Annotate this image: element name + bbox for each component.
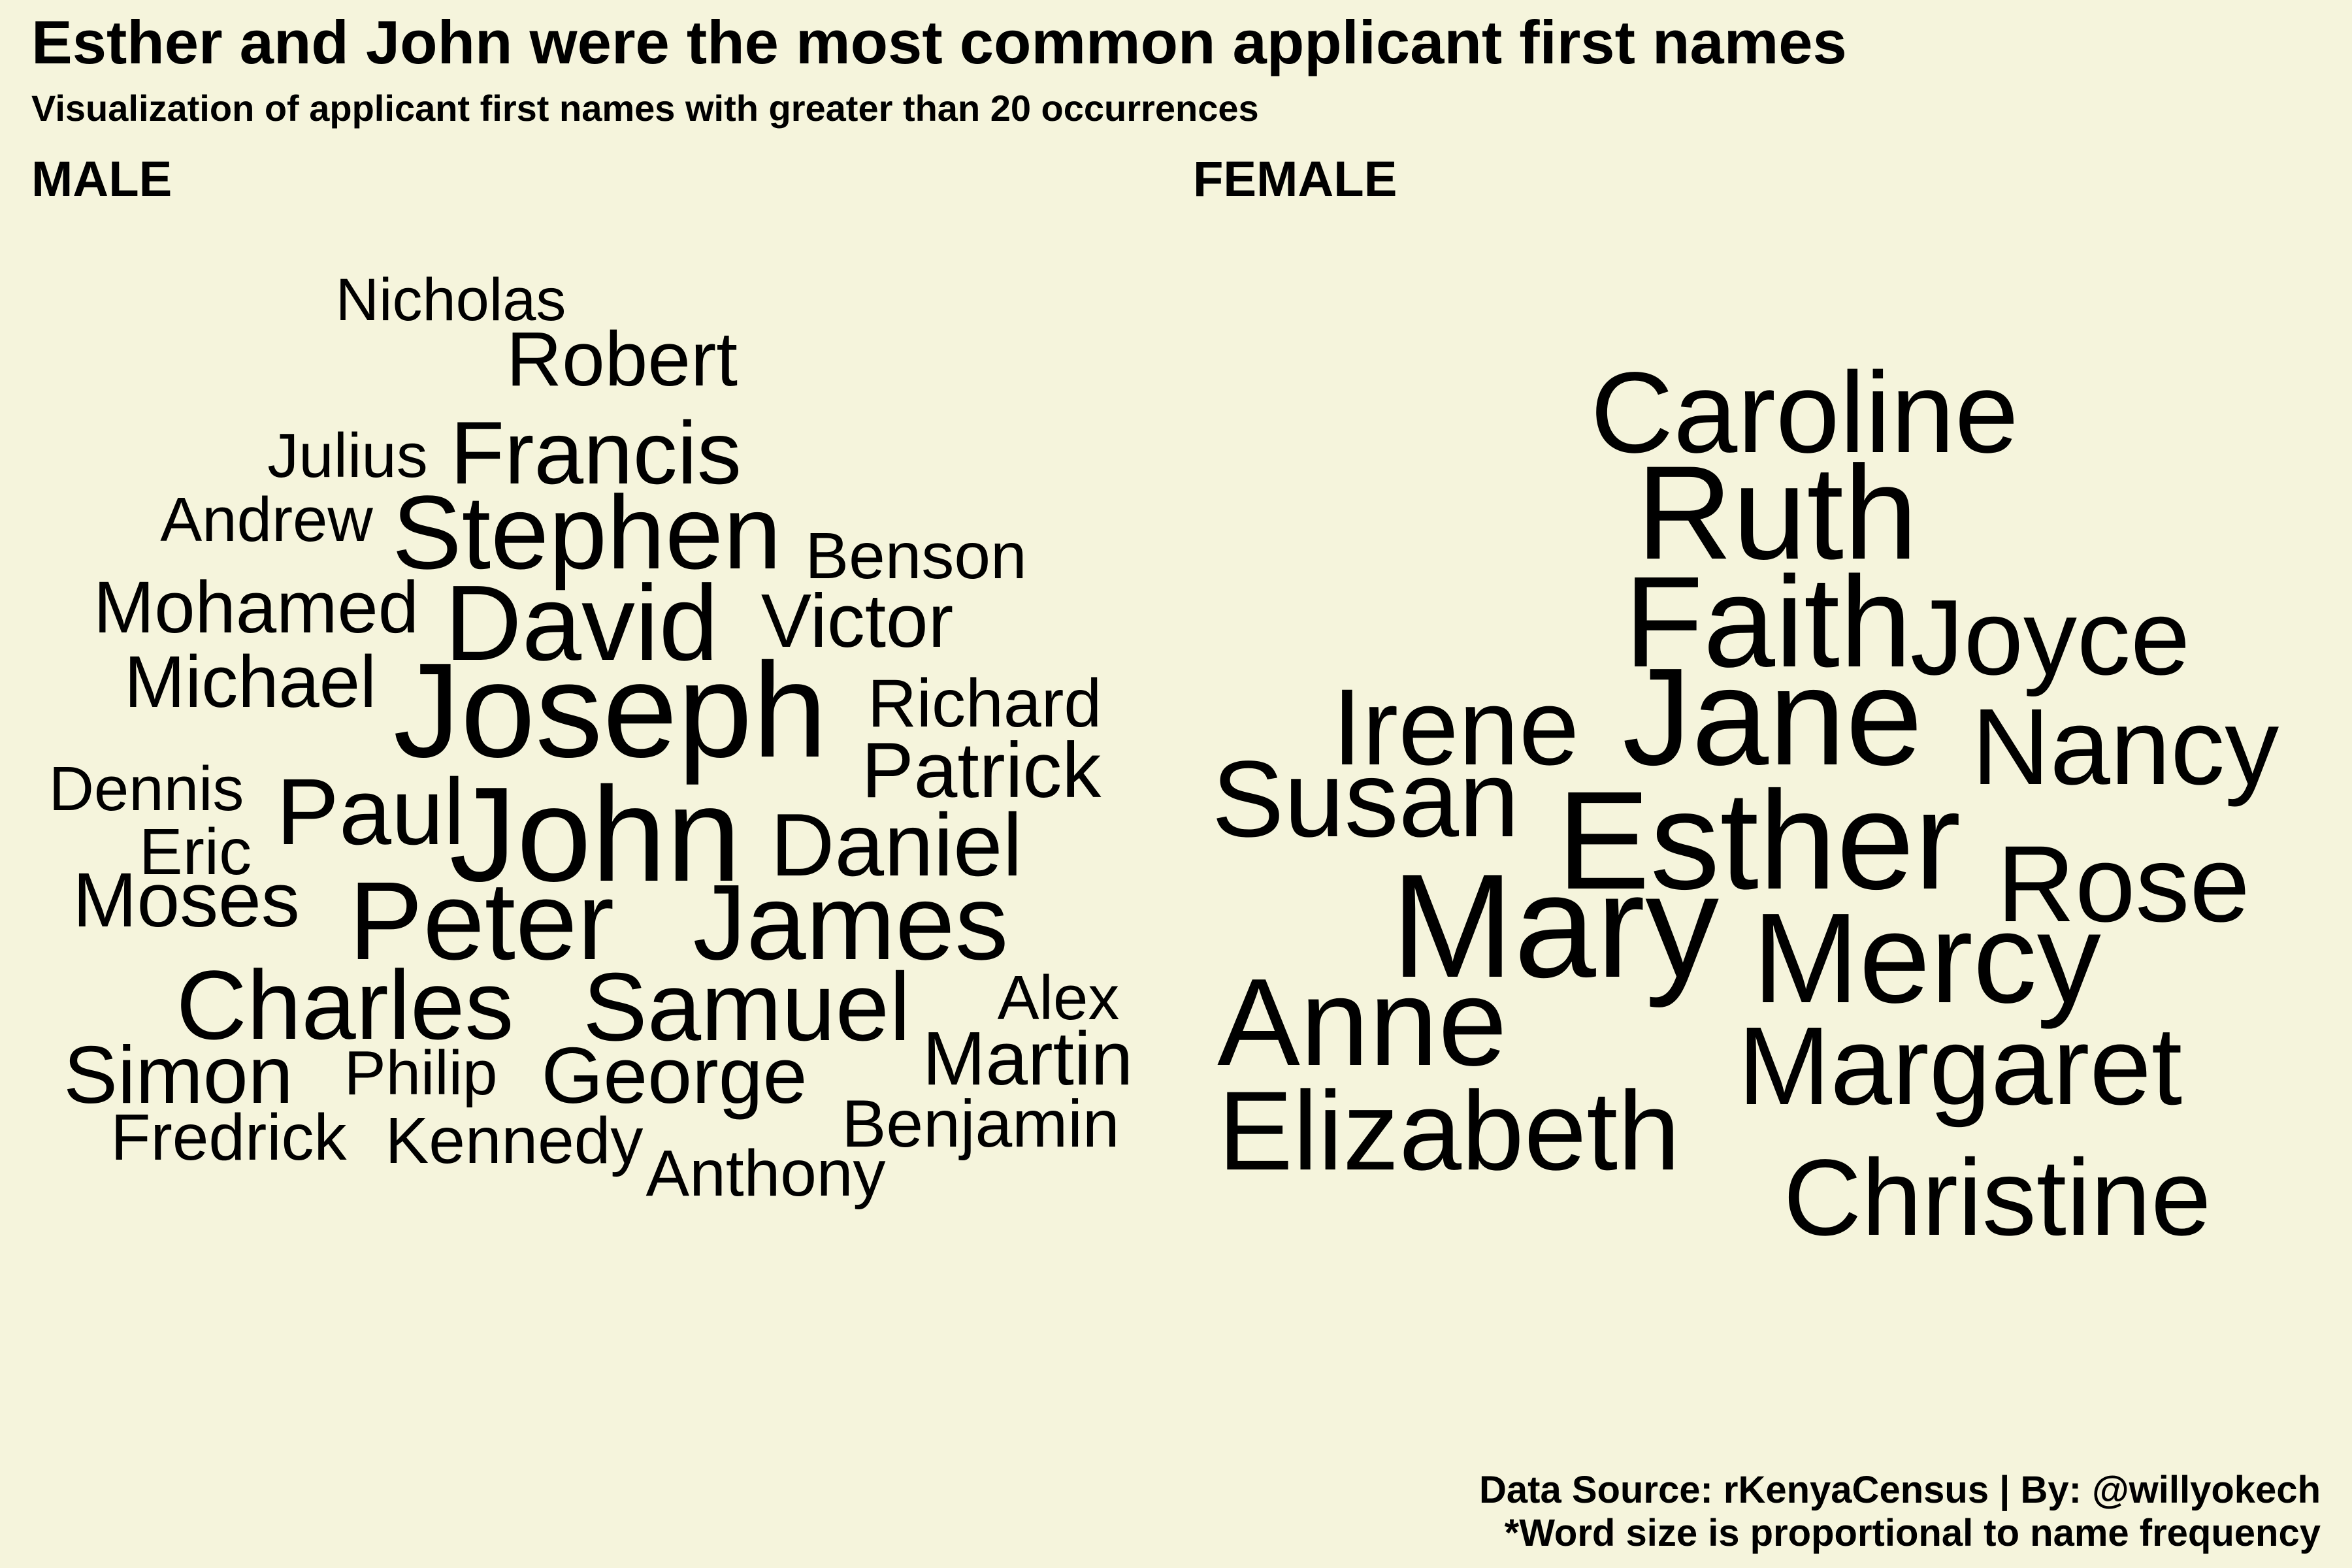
- word-anne: Anne: [1217, 953, 1507, 1092]
- word-alex: Alex: [998, 963, 1120, 1033]
- word-peter: Peter: [349, 859, 614, 983]
- word-paul: Paul: [276, 759, 465, 864]
- word-irene: Irene: [1332, 667, 1579, 788]
- word-dennis: Dennis: [49, 754, 244, 824]
- word-joseph: Joseph: [393, 635, 827, 785]
- word-robert: Robert: [506, 316, 738, 402]
- word-caroline: Caroline: [1590, 349, 2018, 477]
- word-eric: Eric: [139, 815, 252, 889]
- word-david: David: [444, 563, 718, 683]
- caption-note: *Word size is proportional to name frequ…: [1504, 1512, 2321, 1554]
- word-nancy: Nancy: [1972, 687, 2279, 808]
- word-fredrick: Fredrick: [110, 1101, 347, 1174]
- word-stephen: Stephen: [392, 474, 781, 591]
- word-george: George: [542, 1031, 808, 1120]
- word-daniel: Daniel: [770, 795, 1022, 894]
- word-james: James: [693, 862, 1008, 982]
- word-charles: Charles: [176, 950, 514, 1060]
- word-ruth: Ruth: [1637, 438, 1918, 587]
- word-nicholas: Nicholas: [336, 267, 566, 333]
- word-elizabeth: Elizabeth: [1218, 1068, 1680, 1194]
- word-samuel: Samuel: [583, 953, 911, 1061]
- word-margaret: Margaret: [1738, 1004, 2182, 1128]
- word-mohamed: Mohamed: [93, 566, 419, 648]
- chart-subtitle: Visualization of applicant first names w…: [31, 88, 1259, 129]
- word-richard: Richard: [868, 666, 1102, 742]
- word-victor: Victor: [761, 578, 953, 663]
- word-benson: Benson: [805, 519, 1026, 593]
- word-susan: Susan: [1212, 739, 1520, 860]
- word-joyce: Joyce: [1910, 578, 2190, 697]
- word-kennedy: Kennedy: [385, 1104, 644, 1177]
- panel-label-female: FEMALE: [1193, 152, 1397, 207]
- caption-source: Data Source: rKenyaCensus | By: @willyok…: [1479, 1469, 2321, 1511]
- word-simon: Simon: [63, 1030, 293, 1120]
- word-andrew: Andrew: [160, 485, 373, 555]
- word-philip: Philip: [344, 1038, 498, 1108]
- word-faith: Faith: [1624, 549, 1912, 694]
- word-anthony: Anthony: [646, 1137, 886, 1210]
- word-martin: Martin: [923, 1016, 1133, 1101]
- word-julius: Julius: [267, 421, 427, 491]
- word-moses: Moses: [73, 857, 300, 943]
- word-jane: Jane: [1622, 639, 1923, 794]
- word-patrick: Patrick: [862, 727, 1102, 814]
- word-benjamin: Benjamin: [841, 1086, 1119, 1161]
- word-esther: Esther: [1557, 762, 1961, 919]
- word-mercy: Mercy: [1752, 887, 2101, 1030]
- word-john: John: [449, 759, 742, 909]
- word-rose: Rose: [1997, 824, 2250, 945]
- panel-label-male: MALE: [31, 152, 172, 207]
- word-francis: Francis: [450, 403, 742, 502]
- word-michael: Michael: [124, 641, 376, 723]
- chart-title: Esther and John were the most common app…: [31, 8, 1847, 76]
- word-mary: Mary: [1391, 843, 1719, 1008]
- word-christine: Christine: [1783, 1137, 2211, 1258]
